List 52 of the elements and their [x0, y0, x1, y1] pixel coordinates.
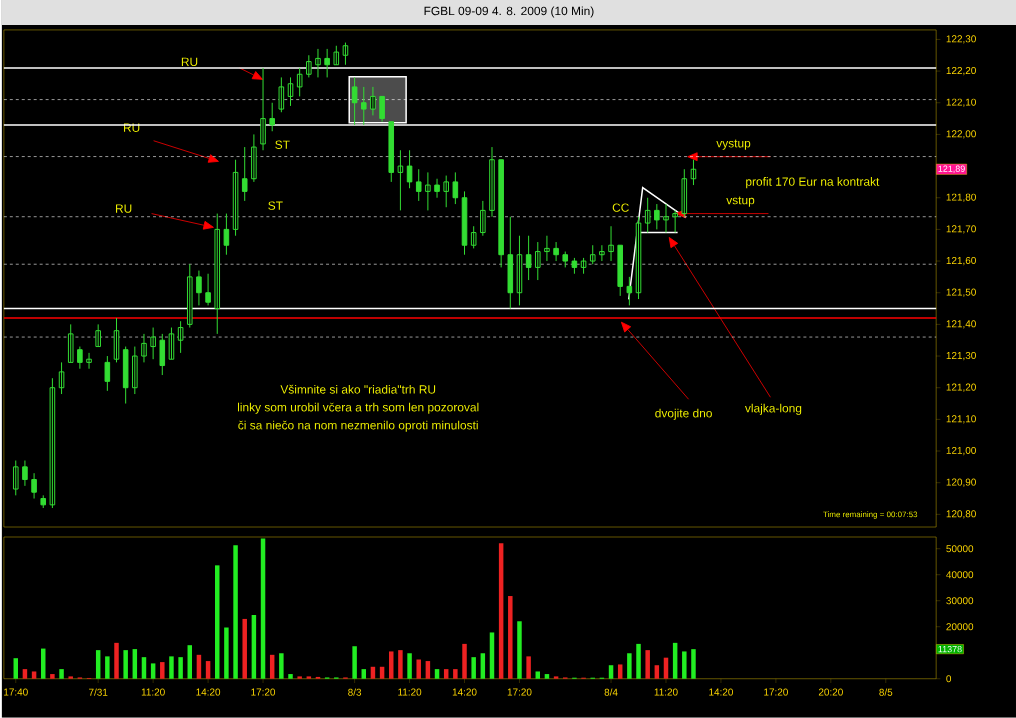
- annotation: RU: [181, 57, 198, 67]
- y-tick-label: 120,80: [946, 510, 976, 519]
- x-tick-label: 7/31: [89, 688, 108, 696]
- annotation: ST: [275, 140, 290, 150]
- x-tick-label: 17:40: [4, 688, 28, 696]
- y-tick-label: 121,40: [946, 320, 976, 329]
- y-tick-label: 121,50: [946, 288, 976, 297]
- x-tick-label: 20:20: [818, 688, 843, 696]
- x-tick-label: 14:20: [196, 688, 221, 696]
- annotation: vstup: [726, 196, 755, 207]
- annotation: vystup: [716, 139, 751, 150]
- y-tick-label: 121,30: [946, 352, 976, 361]
- x-tick-label: 8/5: [879, 688, 893, 696]
- y-tick-label: 121,80: [946, 193, 976, 202]
- x-tick-label: 8/4: [604, 688, 618, 696]
- y-tick-label: 50000: [946, 545, 974, 553]
- y-tick-label: 122,30: [946, 35, 976, 44]
- annotation: ST: [268, 201, 283, 210]
- y-tick-label: 120,90: [946, 478, 976, 487]
- y-tick-label: 122,10: [946, 98, 976, 108]
- y-tick-label: 121,10: [946, 415, 976, 424]
- annotation: 11378: [938, 646, 962, 653]
- chart-title: FGBL 09-09 4. 8. 2009 (10 Min): [424, 6, 594, 18]
- x-tick-label: 11:20: [654, 688, 678, 696]
- annotation: RU: [116, 204, 132, 213]
- x-tick-label: 14:20: [709, 688, 733, 696]
- y-tick-label: 20000: [946, 623, 974, 631]
- annotation: RU: [123, 123, 140, 133]
- x-tick-label: 17:20: [507, 688, 532, 696]
- annotation: 121,89: [938, 165, 965, 174]
- annotation: linky som urobil včera a trh som len pozoroval: [237, 402, 479, 414]
- x-tick-label: 11:20: [141, 688, 165, 696]
- annotation: či sa niečo na nom nezmenilo oproti minulosti: [238, 420, 478, 432]
- y-tick-label: 40000: [946, 571, 974, 579]
- y-tick-label: 121,00: [946, 447, 976, 456]
- x-tick-label: 8/3: [348, 688, 362, 696]
- annotation: Všimnite si ako "riadia"trh RU: [280, 385, 436, 394]
- y-tick-label: 121,70: [946, 225, 976, 234]
- annotation: vlajka-long: [744, 403, 802, 415]
- x-tick-label: 14:20: [452, 688, 477, 696]
- y-tick-label: 0: [946, 675, 952, 683]
- y-tick-label: 121,60: [946, 257, 976, 266]
- annotation: dvojite dno: [655, 408, 712, 420]
- y-tick-label: 30000: [946, 597, 974, 605]
- y-tick-label: 122,20: [946, 67, 976, 76]
- y-tick-label: 121,20: [946, 383, 976, 392]
- x-tick-label: 17:20: [764, 688, 788, 696]
- y-tick-label: 122,00: [946, 130, 976, 139]
- x-tick-label: 11:20: [398, 688, 422, 696]
- annotation: profit 170 Eur na kontrakt: [746, 177, 880, 189]
- x-tick-label: 17:20: [251, 688, 276, 696]
- annotation: CC: [612, 203, 629, 212]
